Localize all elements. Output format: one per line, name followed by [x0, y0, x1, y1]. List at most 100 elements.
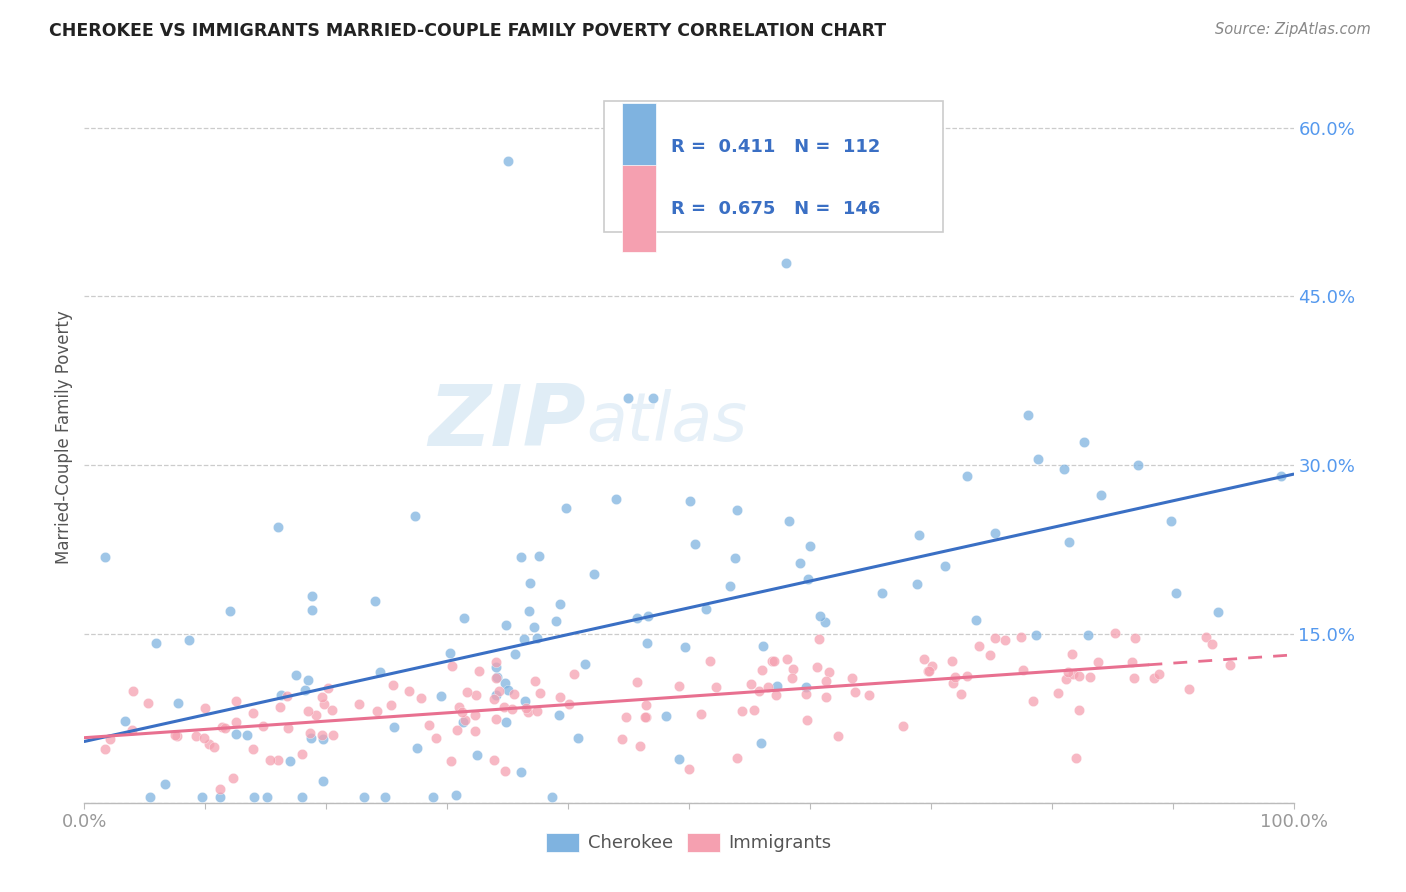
Point — [748, 683, 770, 698]
Point — [418, 718, 440, 732]
Point — [252, 719, 274, 733]
Text: atlas: atlas — [586, 390, 747, 456]
Point — [827, 730, 849, 744]
Point — [440, 658, 463, 673]
Point — [844, 685, 866, 699]
Point — [956, 469, 979, 483]
Point — [153, 776, 176, 790]
Point — [353, 790, 375, 805]
Point — [515, 700, 537, 714]
Point — [382, 720, 405, 734]
Point — [817, 665, 839, 679]
Point — [548, 707, 571, 722]
Point — [526, 704, 548, 718]
Point — [269, 700, 291, 714]
Point — [941, 654, 963, 668]
Point — [1077, 627, 1099, 641]
Point — [225, 714, 247, 729]
Point — [756, 680, 779, 694]
Point — [505, 647, 527, 661]
Point — [1195, 630, 1218, 644]
Point — [526, 631, 548, 645]
Point — [689, 707, 711, 722]
Point — [242, 741, 264, 756]
Point — [1017, 408, 1039, 422]
Point — [794, 680, 817, 694]
Point — [1177, 682, 1199, 697]
Point — [634, 709, 657, 723]
Point — [322, 728, 344, 742]
Point — [349, 697, 371, 711]
Point — [294, 683, 316, 698]
Point — [943, 670, 966, 684]
Text: ZIP: ZIP — [429, 381, 586, 464]
Point — [695, 602, 717, 616]
Point — [193, 731, 215, 746]
Point — [256, 790, 278, 805]
Point — [574, 657, 596, 671]
Point — [761, 654, 783, 668]
Point — [276, 689, 298, 703]
Point — [501, 702, 523, 716]
Point — [799, 539, 821, 553]
Point — [136, 696, 159, 710]
Point — [364, 594, 387, 608]
Point — [236, 728, 259, 742]
Point — [380, 698, 402, 713]
Point — [517, 604, 540, 618]
Point — [965, 613, 987, 627]
Point — [797, 572, 820, 586]
Point — [121, 723, 143, 738]
Point — [301, 589, 323, 603]
Point — [917, 664, 939, 678]
Text: R =  0.411   N =  112: R = 0.411 N = 112 — [671, 137, 880, 156]
Point — [464, 688, 486, 702]
Point — [778, 514, 800, 528]
Point — [291, 790, 314, 805]
Point — [447, 699, 470, 714]
Point — [1164, 586, 1187, 600]
Point — [1090, 488, 1112, 502]
Point — [668, 679, 690, 693]
Point — [1126, 458, 1149, 473]
Point — [814, 674, 837, 689]
Point — [1025, 628, 1047, 642]
Point — [1201, 637, 1223, 651]
Point — [453, 713, 475, 727]
Point — [1160, 514, 1182, 528]
Point — [209, 790, 232, 805]
Point — [425, 731, 447, 745]
Point — [484, 691, 506, 706]
Point — [267, 753, 290, 767]
Point — [450, 705, 472, 719]
Point — [225, 727, 247, 741]
Point — [763, 654, 786, 668]
Point — [967, 639, 990, 653]
Point — [740, 677, 762, 691]
Point — [979, 648, 1001, 663]
Point — [398, 684, 420, 698]
Point — [209, 781, 232, 796]
Point — [482, 753, 505, 767]
Point — [751, 663, 773, 677]
Point — [905, 577, 928, 591]
Point — [304, 708, 326, 723]
Point — [949, 687, 972, 701]
Point — [440, 754, 463, 768]
Point — [637, 609, 659, 624]
Point — [465, 747, 488, 762]
Point — [321, 703, 343, 717]
Point — [485, 711, 508, 725]
Point — [1149, 666, 1171, 681]
Point — [439, 646, 461, 660]
Point — [796, 713, 818, 727]
Point — [610, 732, 633, 747]
Point — [422, 790, 444, 805]
Point — [1073, 435, 1095, 450]
Point — [114, 714, 136, 728]
Point — [1069, 703, 1091, 717]
Point — [464, 724, 486, 739]
Point — [515, 694, 537, 708]
Point — [634, 698, 657, 713]
Point — [718, 579, 741, 593]
